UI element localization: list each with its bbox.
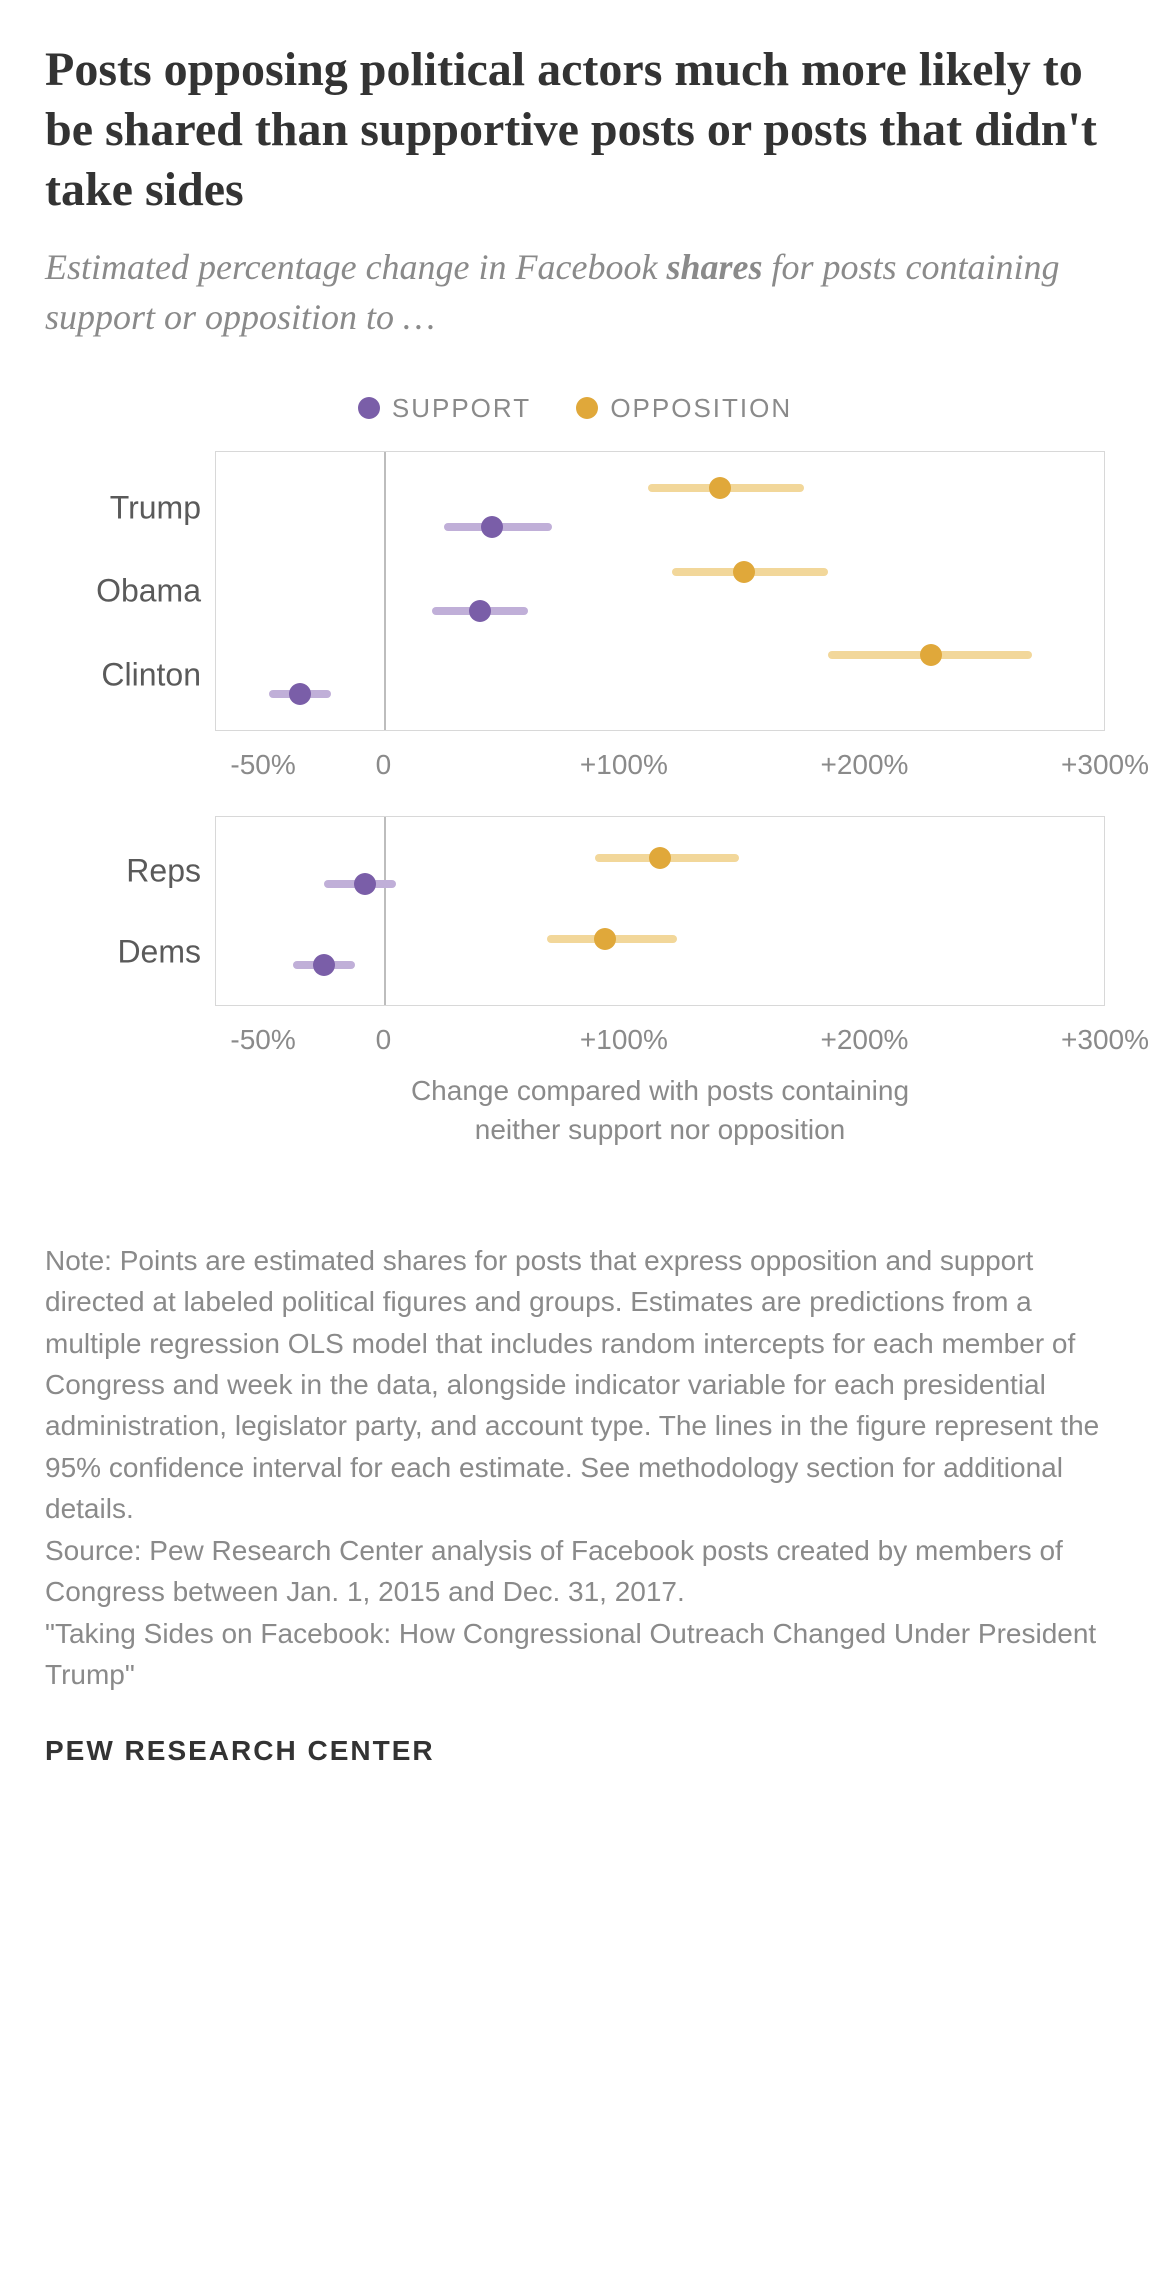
legend-opposition: OPPOSITION [576, 393, 792, 424]
x-tick: -50% [230, 749, 295, 781]
x-tick: +200% [820, 749, 908, 781]
chart-panel-1: TrumpObamaClinton [215, 451, 1105, 731]
x-axis-1: -50%0+100%+200%+300% [215, 741, 1105, 786]
support-point [313, 954, 335, 976]
legend-support: SUPPORT [358, 393, 531, 424]
x-axis-title: Change compared with posts containing ne… [215, 1071, 1105, 1149]
opposition-point [709, 477, 731, 499]
legend-opposition-dot [576, 397, 598, 419]
subtitle-pre: Estimated percentage change in Facebook [45, 247, 666, 287]
pew-logo: PEW RESEARCH CENTER [45, 1735, 1105, 1767]
support-point [469, 600, 491, 622]
x-tick: +300% [1061, 1024, 1149, 1056]
legend-support-label: SUPPORT [392, 393, 531, 424]
report-title-text: "Taking Sides on Facebook: How Congressi… [45, 1613, 1105, 1696]
chart-panel-1-box: TrumpObamaClinton [215, 451, 1105, 731]
opposition-point [733, 561, 755, 583]
chart-subtitle: Estimated percentage change in Facebook … [45, 242, 1105, 343]
x-tick: +100% [580, 749, 668, 781]
chart-panel-2-box: RepsDems [215, 816, 1105, 1006]
opposition-point [594, 928, 616, 950]
opposition-point [649, 847, 671, 869]
source-text: Source: Pew Research Center analysis of … [45, 1530, 1105, 1613]
x-tick: +300% [1061, 749, 1149, 781]
x-axis-2: -50%0+100%+200%+300% [215, 1016, 1105, 1061]
subtitle-bold: shares [666, 247, 762, 287]
axis-title-line1: Change compared with posts containing [411, 1075, 909, 1106]
x-tick: +200% [820, 1024, 908, 1056]
legend: SUPPORT OPPOSITION [45, 393, 1105, 427]
note-text: Note: Points are estimated shares for po… [45, 1240, 1105, 1530]
row-label: Reps [46, 852, 201, 889]
row-label: Clinton [46, 656, 201, 693]
axis-title-line2: neither support nor opposition [475, 1114, 845, 1145]
opposition-point [920, 644, 942, 666]
row-label: Obama [46, 573, 201, 610]
row-label: Dems [46, 933, 201, 970]
x-tick: +100% [580, 1024, 668, 1056]
support-point [354, 873, 376, 895]
support-point [289, 683, 311, 705]
x-tick: -50% [230, 1024, 295, 1056]
legend-support-dot [358, 397, 380, 419]
footer-text: Note: Points are estimated shares for po… [45, 1240, 1105, 1696]
support-point [481, 516, 503, 538]
legend-opposition-label: OPPOSITION [610, 393, 792, 424]
zero-reference-line [384, 452, 386, 730]
x-tick: 0 [376, 749, 392, 781]
chart-panel-2: RepsDems [215, 816, 1105, 1006]
x-tick: 0 [376, 1024, 392, 1056]
chart-title: Posts opposing political actors much mor… [45, 40, 1105, 220]
zero-reference-line [384, 817, 386, 1005]
row-label: Trump [46, 489, 201, 526]
